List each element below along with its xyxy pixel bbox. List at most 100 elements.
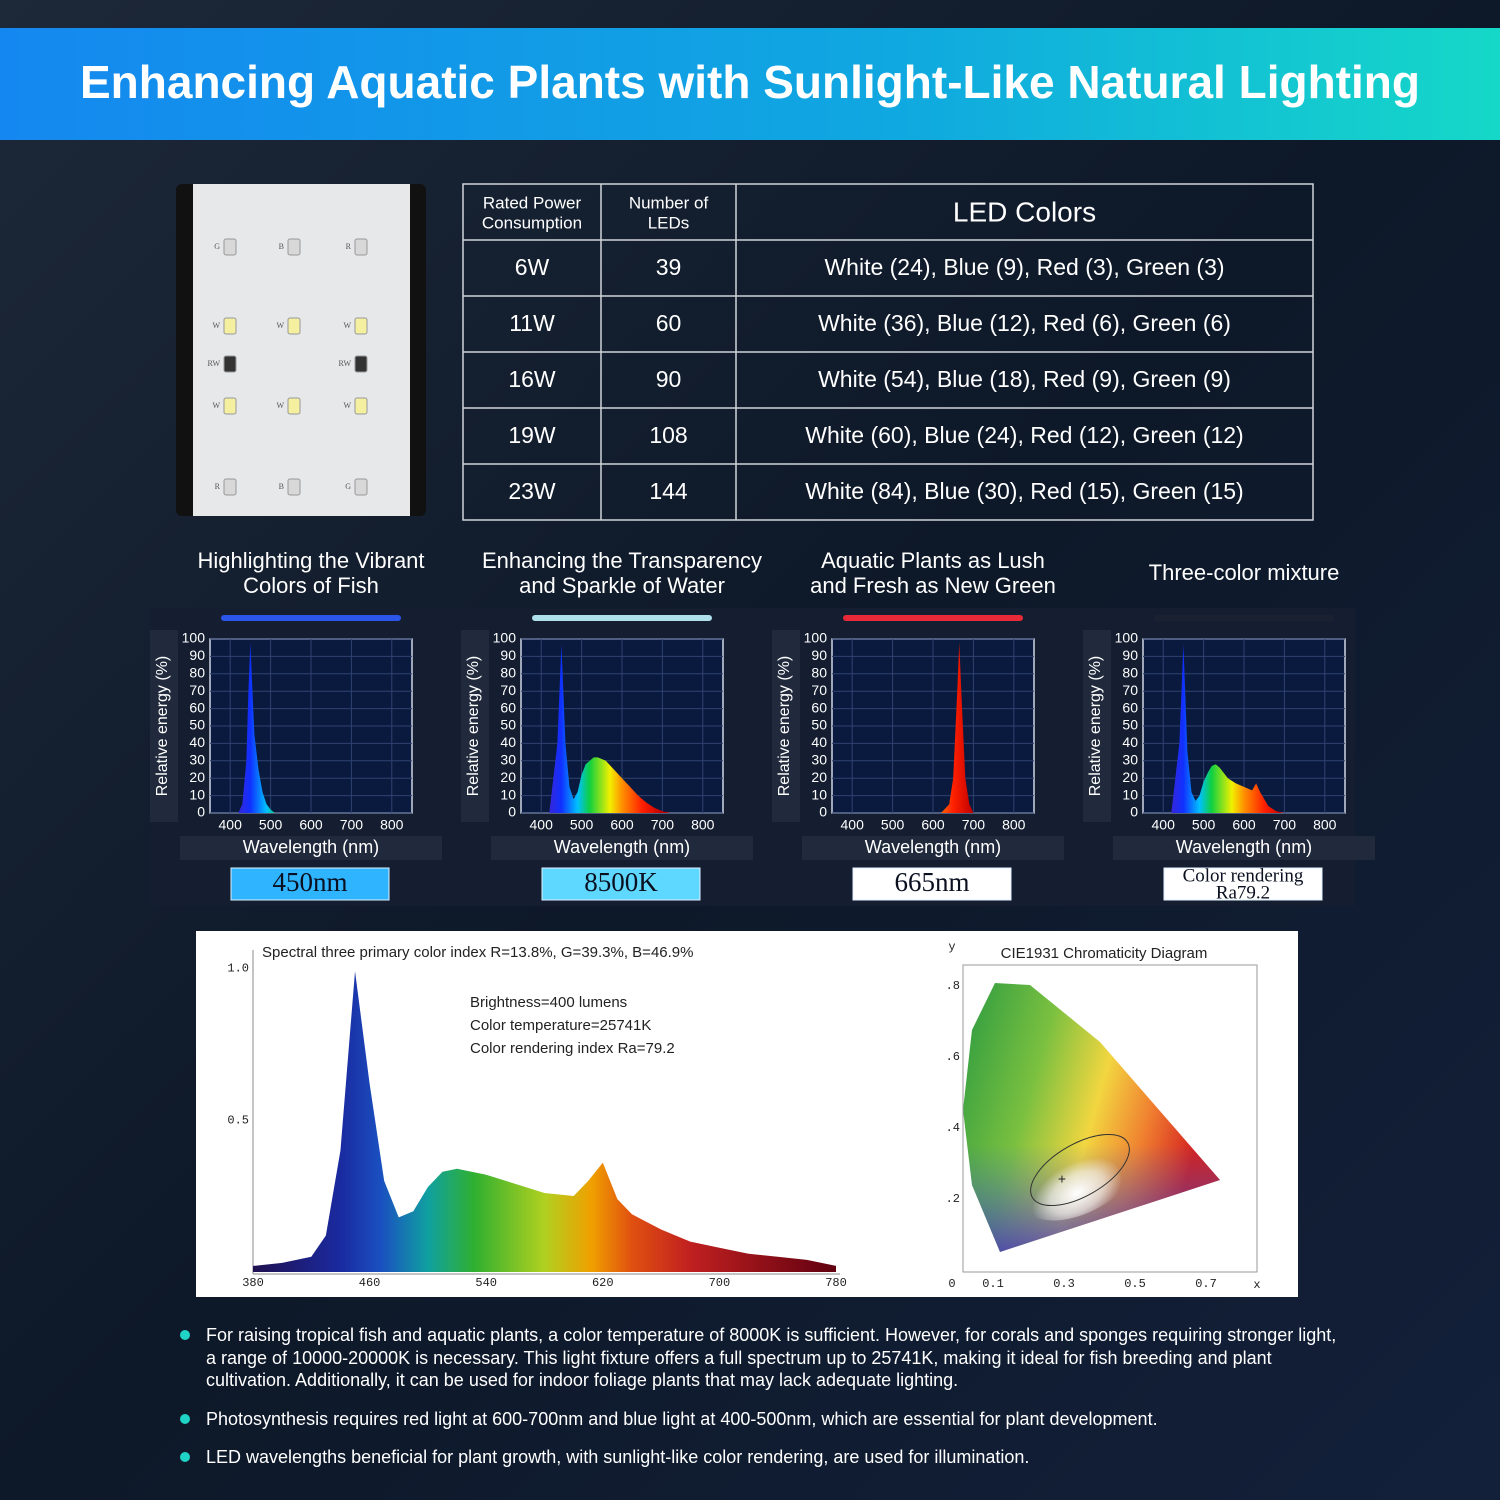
led-label: W (212, 401, 220, 410)
cie-y-tick: .2 (946, 1192, 960, 1206)
y-tick-label: 60 (500, 699, 516, 715)
table-cell: 11W (509, 310, 555, 336)
x-axis-label: Wavelength (nm) (243, 837, 379, 857)
x-label-bg (1113, 836, 1375, 860)
x-tick-label: 380 (242, 1276, 264, 1290)
panel-caption: Highlighting the Vibrant (197, 548, 424, 573)
led-chip (223, 397, 237, 415)
y-tick-label: 50 (1122, 717, 1138, 733)
panel-caption: and Fresh as New Green (810, 573, 1056, 598)
led-label: W (276, 401, 284, 410)
x-tick-label: 600 (1232, 817, 1256, 833)
led-panel (193, 184, 410, 516)
y-tick-label: 20 (811, 769, 827, 785)
y-tick-label: 20 (189, 769, 205, 785)
led-label: G (345, 482, 351, 491)
panel-caption: Colors of Fish (243, 573, 379, 598)
led-chip (223, 478, 237, 496)
spectrum-note: Brightness=400 lumens (470, 994, 627, 1011)
y-tick-label: 30 (189, 752, 205, 768)
led-chip (354, 238, 368, 256)
table-cell: White (24), Blue (9), Red (3), Green (3) (824, 254, 1224, 280)
cie-locus (1030, 1133, 1130, 1207)
x-tick-label: 600 (299, 817, 323, 833)
cie-y-tick: .4 (946, 1121, 960, 1135)
x-tick-label: 400 (1152, 817, 1176, 833)
bullet-dot (180, 1330, 190, 1340)
y-tick-label: 20 (1122, 769, 1138, 785)
y-tick-label: 10 (500, 786, 516, 802)
table-header: Rated Power (483, 193, 582, 212)
y-tick-label: 60 (1122, 699, 1138, 715)
y-tick-label: 100 (493, 630, 517, 646)
table-cell: 23W (508, 478, 556, 504)
panel-caption: Three-color mixture (1149, 560, 1340, 585)
spectrum-title: Spectral three primary color index R=13.… (262, 944, 693, 961)
y-tick-label: 0.5 (227, 1113, 249, 1127)
spectrum-area (1171, 644, 1285, 813)
led-label: R (215, 482, 221, 491)
x-tick-label: 700 (962, 817, 986, 833)
cie-white-point (1015, 1119, 1145, 1221)
y-tick-label: 70 (811, 682, 827, 698)
x-tick-label: 600 (610, 817, 634, 833)
cie-y-tick: .8 (946, 979, 960, 993)
badge-text: Color rendering (1183, 865, 1304, 886)
x-tick-label: 400 (530, 817, 554, 833)
led-chip (287, 317, 301, 335)
led-label: R (346, 242, 352, 251)
led-label: RW (339, 359, 352, 368)
panel-caption: Aquatic Plants as Lush (821, 548, 1045, 573)
table-cell: 108 (649, 422, 687, 448)
y-tick-label: 50 (189, 717, 205, 733)
y-tick-label: 20 (500, 769, 516, 785)
x-tick-label: 700 (340, 817, 364, 833)
table-header: Number of (629, 193, 709, 212)
y-tick-label: 30 (500, 752, 516, 768)
table-cell: 16W (508, 366, 556, 392)
cie-x-axis: x (1253, 1278, 1260, 1292)
x-tick-label: 500 (1192, 817, 1216, 833)
led-label: W (343, 321, 351, 330)
panel-glow (843, 615, 1023, 621)
y-tick-label: 100 (1115, 630, 1139, 646)
panel-glow (1154, 615, 1334, 621)
x-tick-label: 700 (709, 1276, 731, 1290)
axis-label-bg (461, 630, 489, 822)
panel-caption: and Sparkle of Water (519, 573, 725, 598)
x-tick-label: 800 (1002, 817, 1026, 833)
cie-x-tick: 0.7 (1195, 1277, 1217, 1291)
y-axis-label: Relative energy (%) (465, 656, 482, 797)
y-tick-label: 90 (811, 647, 827, 663)
y-tick-label: 10 (1122, 786, 1138, 802)
table-cell: 144 (649, 478, 688, 504)
led-chip (287, 397, 301, 415)
x-tick-label: 620 (592, 1276, 614, 1290)
bullet-text: Photosynthesis requires red light at 600… (206, 1408, 1158, 1429)
spectrum-area (253, 971, 836, 1272)
y-tick-label: 70 (189, 682, 205, 698)
y-tick-label: 30 (1122, 752, 1138, 768)
axis-label-bg (1083, 630, 1111, 822)
y-tick-label: 80 (1122, 665, 1138, 681)
y-tick-label: 0 (508, 804, 516, 820)
x-tick-label: 700 (651, 817, 675, 833)
led-chip (354, 317, 368, 335)
led-label: G (214, 242, 220, 251)
x-tick-label: 500 (259, 817, 283, 833)
table-cell: 6W (515, 254, 550, 280)
led-label: RW (208, 359, 221, 368)
led-label: W (343, 401, 351, 410)
bullet-item: Photosynthesis requires red light at 600… (180, 1408, 1350, 1431)
led-chip (223, 238, 237, 256)
table-header: LED Colors (953, 196, 1096, 227)
y-tick-label: 100 (804, 630, 828, 646)
led-chip (223, 355, 237, 373)
table-cell: White (60), Blue (24), Red (12), Green (… (805, 422, 1243, 448)
led-chip (354, 397, 368, 415)
x-tick-label: 800 (380, 817, 404, 833)
table-cell: 39 (656, 254, 682, 280)
badge (1163, 867, 1323, 901)
cie-origin: 0 (948, 1277, 955, 1291)
